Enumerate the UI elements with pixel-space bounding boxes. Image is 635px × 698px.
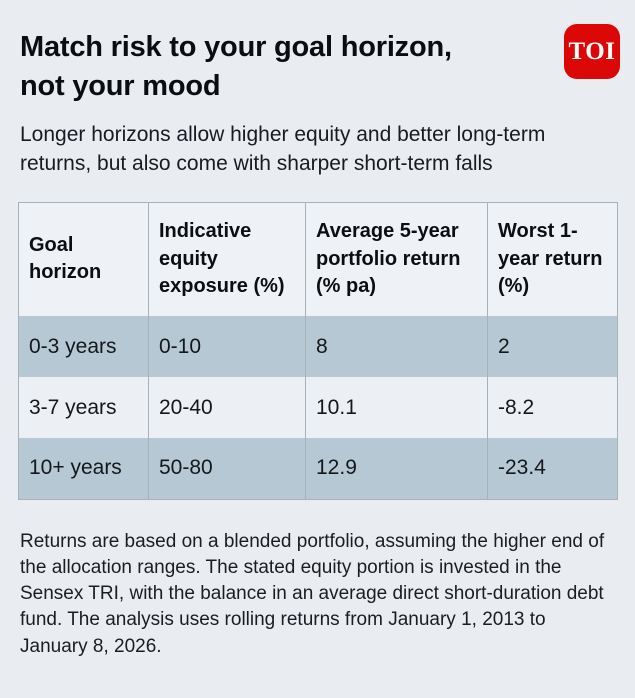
cell-goal-horizon: 0-3 years: [18, 316, 149, 378]
cell-avg-return: 10.1: [305, 377, 488, 439]
cell-worst-return: -23.4: [487, 438, 618, 500]
cell-equity-exposure: 20-40: [148, 377, 306, 439]
table-body: 0-3 years 0-10 8 2 3-7 years 20-40 10.1 …: [18, 316, 618, 500]
table-header: Goal horizon Indicative equity exposure …: [18, 202, 618, 317]
table-row: 3-7 years 20-40 10.1 -8.2: [18, 377, 618, 439]
cell-avg-return: 12.9: [305, 438, 488, 500]
column-header-goal-horizon: Goal horizon: [18, 202, 149, 317]
column-header-equity-exposure: Indicative equity exposure (%): [148, 202, 306, 317]
subtitle: Longer horizons allow higher equity and …: [20, 123, 546, 175]
cell-goal-horizon: 10+ years: [18, 438, 149, 500]
footnote: Returns are based on a blended portfolio…: [20, 530, 605, 657]
cell-equity-exposure: 50-80: [148, 438, 306, 500]
page-title: Match risk to your goal horizon, not you…: [20, 31, 452, 102]
cell-worst-return: -8.2: [487, 377, 618, 439]
cell-worst-return: 2: [487, 316, 618, 378]
header-row: Match risk to your goal horizon, not you…: [20, 24, 620, 105]
column-header-worst-return: Worst 1-year return (%): [487, 202, 618, 317]
table-row: 10+ years 50-80 12.9 -23.4: [18, 438, 618, 500]
toi-logo-text: TOI: [568, 37, 616, 65]
cell-goal-horizon: 3-7 years: [18, 377, 149, 439]
table-header-row: Goal horizon Indicative equity exposure …: [18, 202, 618, 317]
column-header-avg-return: Average 5-year portfolio return (% pa): [305, 202, 488, 317]
toi-logo: TOI: [564, 24, 620, 79]
table-row: 0-3 years 0-10 8 2: [18, 316, 618, 378]
cell-avg-return: 8: [305, 316, 488, 378]
cell-equity-exposure: 0-10: [148, 316, 306, 378]
risk-horizon-table: Goal horizon Indicative equity exposure …: [18, 201, 618, 500]
